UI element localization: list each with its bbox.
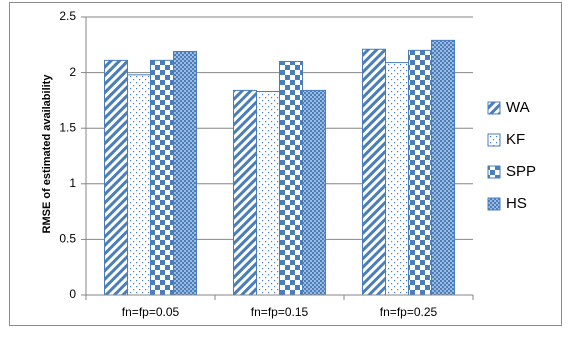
legend: WA KF SPP HS (487, 99, 536, 212)
bar-spp-2 (279, 60, 303, 296)
y-axis-label: RMSE of estimated availability (41, 74, 53, 234)
y-tick-labels: 0 0.5 1 1.5 2 2.5 (59, 9, 76, 301)
legend-swatch-wa (487, 101, 501, 115)
bar-kf-3 (385, 62, 409, 296)
bar-spp-3 (408, 49, 432, 296)
x-tick-label: fn=fp=0.15 (251, 305, 309, 319)
legend-swatch-spp (487, 165, 501, 179)
axes (81, 16, 474, 300)
legend-label-spp: SPP (506, 163, 536, 180)
y-tick-label: 2 (69, 65, 76, 79)
y-tick-label: 0.5 (59, 232, 76, 246)
x-tick-label: fn=fp=0.25 (380, 305, 438, 319)
bar-wa-1 (104, 59, 128, 296)
legend-swatch-kf (487, 133, 501, 147)
y-tick-label: 1.5 (59, 120, 76, 134)
bar-hs-3 (431, 39, 455, 296)
legend-label-hs: HS (506, 195, 527, 212)
bar-wa-2 (233, 89, 257, 296)
bar-hs-2 (302, 89, 326, 296)
y-tick-label: 0 (69, 287, 76, 301)
legend-swatch-hs (487, 197, 501, 211)
x-tick-labels: fn=fp=0.05 fn=fp=0.15 fn=fp=0.25 (122, 305, 438, 319)
bar-hs-1 (173, 50, 197, 296)
bar-spp-1 (150, 59, 174, 296)
bar-kf-2 (256, 91, 280, 296)
y-tick-label: 2.5 (59, 9, 76, 23)
bar-kf-1 (127, 74, 151, 296)
y-tick-label: 1 (69, 176, 76, 190)
legend-label-kf: KF (506, 131, 525, 148)
bars (104, 39, 455, 296)
x-tick-label: fn=fp=0.05 (122, 305, 180, 319)
legend-label-wa: WA (506, 99, 530, 116)
bar-wa-3 (362, 48, 386, 296)
